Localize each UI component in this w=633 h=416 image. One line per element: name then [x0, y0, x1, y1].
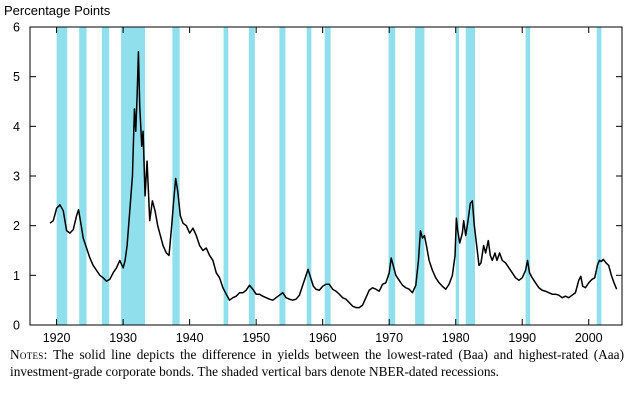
recession-bar [279, 27, 286, 325]
y-tick-label: 3 [13, 170, 20, 184]
recession-bar [306, 27, 312, 325]
notes-lead: Notes: [10, 347, 48, 362]
recession-bar [172, 27, 180, 325]
x-tick-label: 1970 [375, 331, 403, 345]
chart: 0 1 2 3 4 5 6 1920 1930 1940 1950 1960 1970 1980 1990 2… [13, 21, 623, 345]
notes: Notes: The solid line depicts the differ… [10, 346, 624, 380]
y-tick-label: 6 [13, 21, 20, 35]
recession-bar [223, 27, 229, 325]
recession-bar [465, 27, 475, 325]
x-tick-label: 1920 [43, 331, 71, 345]
x-tick-label: 1990 [508, 331, 536, 345]
x-tick-label: 1960 [309, 331, 337, 345]
x-tick-label: 2000 [575, 331, 603, 345]
recession-bar [79, 27, 87, 325]
recession-bar [525, 27, 531, 325]
recession-bar [596, 27, 602, 325]
spread-line [49, 51, 618, 309]
y-tick-label: 1 [13, 269, 20, 283]
x-tick-label: 1950 [242, 331, 270, 345]
y-tick-label: 5 [13, 70, 20, 84]
x-tick-label: 1940 [176, 331, 204, 345]
recession-bar [56, 27, 68, 325]
recession-bar [388, 27, 396, 325]
recession-bar [415, 27, 425, 325]
recession-bar [101, 27, 110, 325]
notes-body: The solid line depicts the difference in… [10, 347, 624, 379]
y-tick-label: 4 [13, 120, 20, 134]
x-tick-label: 1980 [442, 331, 470, 345]
y-tick-label: 0 [13, 319, 20, 333]
x-tick-label: 1930 [109, 331, 137, 345]
y-tick-label: 2 [13, 219, 20, 233]
y-axis-label: Percentage Points [4, 3, 111, 18]
recession-bar [248, 27, 255, 325]
recession-bar [324, 27, 331, 325]
recession-bar [455, 27, 460, 325]
